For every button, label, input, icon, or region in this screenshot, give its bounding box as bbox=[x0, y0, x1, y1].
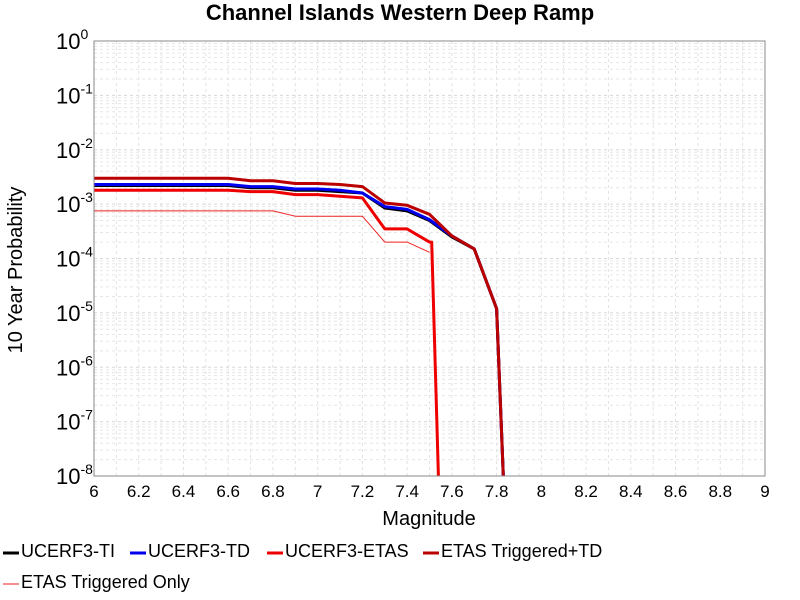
x-tick-label: 6.6 bbox=[216, 482, 240, 501]
x-tick-label: 6.8 bbox=[261, 482, 285, 501]
x-tick-label: 8.4 bbox=[619, 482, 643, 501]
x-tick-label: 8.2 bbox=[574, 482, 598, 501]
legend-label: UCERF3-ETAS bbox=[285, 541, 409, 561]
y-tick-label: 10-5 bbox=[56, 298, 93, 326]
series-line bbox=[94, 210, 430, 253]
y-tick-label: 10-8 bbox=[56, 461, 93, 489]
x-tick-label: 8.6 bbox=[664, 482, 688, 501]
x-tick-label: 7.4 bbox=[395, 482, 419, 501]
y-tick-label: 10-3 bbox=[56, 189, 93, 217]
series-group bbox=[94, 176, 505, 477]
x-tick-label: 9 bbox=[760, 482, 769, 501]
x-tick-label: 7.8 bbox=[485, 482, 509, 501]
plot-frame bbox=[93, 40, 766, 477]
x-tick-label: 6.2 bbox=[127, 482, 151, 501]
grid bbox=[93, 41, 766, 477]
x-tick-label: 6 bbox=[89, 482, 98, 501]
legend: UCERF3-TI UCERF3-TD UCERF3-ETAS ETAS Trigge… bbox=[3, 541, 602, 592]
x-tick-label: 8 bbox=[537, 482, 546, 501]
y-tick-label: 10-6 bbox=[56, 352, 93, 380]
x-axis-label: Magnitude bbox=[382, 508, 475, 530]
x-tick-label: 7.2 bbox=[351, 482, 375, 501]
y-tick-label: 100 bbox=[56, 26, 88, 54]
series-line bbox=[94, 188, 440, 477]
y-axis-label: 10 Year Probability bbox=[5, 187, 27, 354]
legend-label: ETAS Triggered+TD bbox=[441, 541, 602, 561]
legend-label: UCERF3-TD bbox=[148, 541, 250, 561]
y-ticks: 100 10-1 10-2 10-3 10-4 10-5 10-6 10-7 10-8 bbox=[56, 26, 93, 489]
y-tick-label: 10-4 bbox=[56, 244, 93, 272]
series-line bbox=[94, 176, 505, 477]
x-ticks: 6 6.2 6.4 6.6 6.8 7 7.2 7.4 7.6 7.8 8 8.2 8.4 8.6 8.8 9 bbox=[89, 482, 769, 501]
x-tick-label: 6.4 bbox=[172, 482, 196, 501]
x-tick-label: 7 bbox=[313, 482, 322, 501]
chart-title: Channel Islands Western Deep Ramp bbox=[206, 0, 594, 25]
y-tick-label: 10-2 bbox=[56, 135, 93, 163]
legend-label: ETAS Triggered Only bbox=[21, 572, 190, 592]
x-tick-label: 8.8 bbox=[708, 482, 732, 501]
y-tick-label: 10-1 bbox=[56, 80, 93, 108]
legend-label: UCERF3-TI bbox=[21, 541, 115, 561]
x-tick-label: 7.6 bbox=[440, 482, 464, 501]
y-tick-label: 10-7 bbox=[56, 407, 93, 435]
